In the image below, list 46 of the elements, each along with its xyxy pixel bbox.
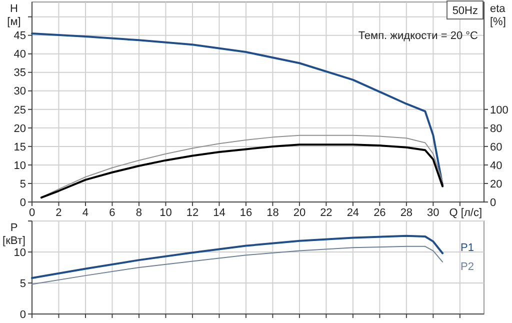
y-axis-title: P [кВт] [2,222,26,247]
x-tick-label: 6 [109,207,116,219]
y-tick-label: 0 [20,308,26,321]
y-tick-label: 0 [20,196,26,209]
series-label: P2 [460,260,474,273]
y-tick-label: 10 [14,160,26,172]
y2-tick-label: 60 [490,141,502,154]
x-tick-label: 12 [186,207,199,219]
x-tick-label: 18 [266,207,279,219]
x-tick-label: 28 [400,207,413,219]
x-tick-label: 16 [240,207,252,219]
y-axis-title: H [м] [7,3,21,28]
y-tick-label: 40 [14,48,26,61]
x-tick-label: 30 [427,207,440,219]
y-tick-label: 30 [14,86,26,98]
x-tick-label: 4 [82,207,89,219]
y2-axis-title: eta [%] [490,3,506,28]
y2-tick-label: 20 [490,178,502,190]
line-series [40,144,444,199]
x-tick-label: 0 [28,207,36,219]
y-tick-label: 5 [20,278,26,290]
y-tick-label: 20 [14,122,26,135]
x-tick-label: 20 [293,207,306,219]
x-tick-label: 10 [160,207,172,219]
x-tick-label: 22 [320,207,332,219]
x-tick-label: 2 [56,207,62,219]
y2-tick-label: 40 [490,160,502,172]
annotation: 50Hz [452,5,478,17]
line-series [31,234,444,280]
x-tick-label: 8 [136,207,142,219]
y-tick-label: 25 [14,104,26,116]
y2-tick-label: 100 [490,104,508,116]
x-axis-title: Q [л/с] [449,207,482,219]
y-tick-label: 45 [14,30,26,42]
x-tick-label: 24 [346,207,360,219]
y2-tick-label: 0 [490,196,496,209]
y-tick-label: 35 [14,67,26,80]
y-tick-label: 10 [14,246,26,259]
x-tick-label: 14 [213,207,226,219]
y-tick-label: 15 [14,141,26,154]
series-label: P1 [460,242,474,254]
y2-tick-label: 80 [490,122,502,135]
line-series [32,246,444,285]
x-tick-label: 26 [374,207,386,219]
annotation: Темп. жидкости = 20 °C [358,30,478,42]
y-tick-label: 5 [20,178,26,190]
